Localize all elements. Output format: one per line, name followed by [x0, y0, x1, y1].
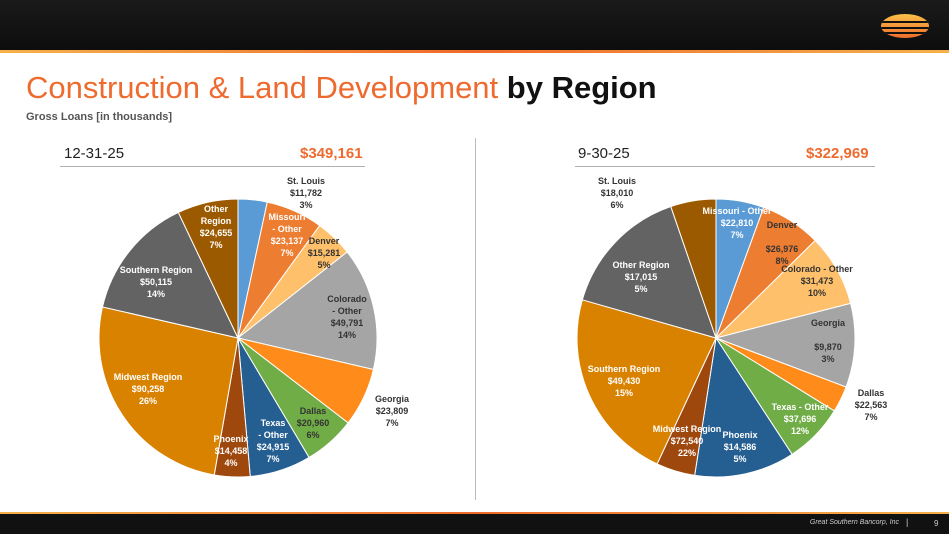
page-title: Construction & Land Development by Regio…	[26, 70, 657, 105]
top-accent-line	[0, 50, 949, 53]
left-total-label: $349,161	[300, 145, 363, 162]
pie-label-colorado-other: Colorado - Other $49,791 14%	[327, 294, 367, 340]
pie-slice-colorado-other	[236, 251, 378, 371]
pie-label-colorado-other: Colorado - Other $31,473 10%	[781, 264, 853, 298]
pie-chart-12-31-25: St. Louis $11,782 3%Missouri - Other $23,137…	[98, 176, 410, 478]
pie-charts: St. Louis $11,782 3%Missouri - Other $23,137…	[98, 176, 888, 478]
pie-slice-other-region	[177, 198, 239, 339]
pie-label-texas-other: Texas - Other $24,915 7%	[257, 418, 290, 464]
page-number: 9	[934, 519, 939, 528]
pie-label-dallas: Dallas $22,563 7%	[855, 388, 888, 422]
pie-label-phoenix: Phoenix $14,458 4%	[213, 434, 248, 468]
pie-label-georgia: Georgia $23,809 7%	[375, 394, 410, 428]
pie-slice-midwest-region	[98, 306, 239, 476]
left-date-label: 12-31-25	[64, 145, 125, 162]
pie-label-southern-region: Southern Region $50,115 14%	[120, 265, 193, 299]
pie-label-georgia: Georgia $9,870 3%	[811, 318, 846, 364]
pie-slice-midwest-region	[576, 299, 717, 465]
pie-label-missouri-other: Missouri - Other $23,137 7%	[268, 212, 305, 258]
pie-label-other-region: Other Region $24,655 7%	[200, 204, 233, 250]
pie-slice-southern-region	[101, 211, 239, 339]
top-banner	[0, 0, 949, 50]
pie-chart-9-30-25: St. Louis $18,010 6% Missouri - Other $22,81…	[576, 176, 888, 478]
pie-label-missouri-other: Missouri - Other $22,810 7%	[702, 206, 772, 240]
pie-label-dallas: Dallas $20,960 6%	[297, 406, 330, 440]
pie-label-southern-region: Southern Region $49,430 15%	[588, 364, 661, 398]
pie-slice-other-region	[670, 198, 717, 339]
pie-slice-colorado-other	[714, 302, 856, 388]
right-total-label: $322,969	[806, 145, 869, 162]
footer-company: Great Southern Bancorp, Inc	[809, 519, 899, 526]
footer-bar	[0, 514, 949, 534]
pie-slice-texas-other	[694, 336, 793, 478]
bottom-accent-line	[0, 512, 949, 514]
right-header-rule	[575, 166, 875, 167]
pie-label-other-region: Other Region $17,015 5%	[612, 260, 669, 294]
footer-separator: |	[906, 517, 909, 527]
pie-label-denver: Denver $15,281 5%	[308, 236, 341, 270]
pie-label-denver: Denver $26,976 8%	[766, 220, 799, 266]
sun-stripes-logo-icon	[881, 14, 929, 38]
pie-label-st-louis: St. Louis $11,782 3%	[287, 176, 325, 210]
pie-label-midwest-region: Midwest Region $72,540 22%	[653, 424, 722, 458]
left-header-rule	[60, 166, 365, 167]
page-subtitle: Gross Loans [in thousands]	[26, 111, 173, 123]
pie-label-st-louis: St. Louis $18,010 6%	[598, 176, 636, 210]
center-divider	[475, 138, 476, 500]
pie-label-phoenix: Phoenix $14,586 5%	[722, 430, 757, 464]
pie-slice-southern-region	[581, 205, 717, 339]
pie-label-midwest-region: Midwest Region $90,258 26%	[114, 372, 183, 406]
pie-label-texas-other: Texas - Other $37,696 12%	[772, 402, 829, 436]
right-date-label: 9-30-25	[578, 145, 630, 162]
